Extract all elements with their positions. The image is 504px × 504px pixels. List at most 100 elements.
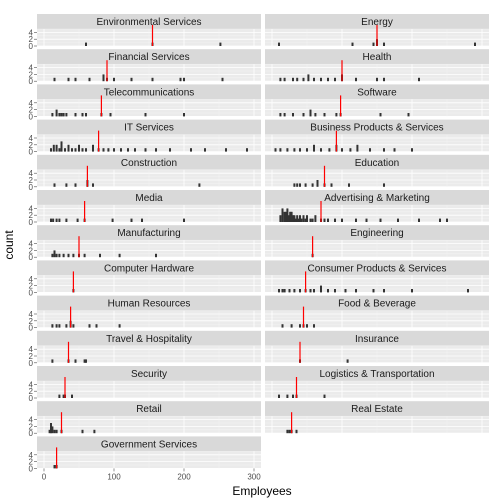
histogram-bar [278,289,280,293]
histogram-bar [198,183,201,187]
histogram-bar [288,289,291,293]
histogram-bar [65,113,68,117]
histogram-bar [274,148,277,152]
histogram-bar [67,77,70,82]
facet-strip [265,49,489,65]
histogram-bar [306,148,308,152]
histogram-bar [418,77,420,82]
y-tick-label: 2 [29,458,34,467]
histogram-bar [300,218,303,222]
histogram-bar [365,218,368,222]
facet-strip [265,330,489,346]
facet-panel: Financial Services 024 [29,49,261,86]
y-tick-label: 4 [29,380,34,389]
histogram-bar [313,289,315,293]
histogram-bar [446,218,448,222]
histogram-bar [283,211,286,222]
histogram-bar [93,429,96,434]
histogram-bar [467,289,469,293]
histogram-bar [51,359,54,363]
histogram-bar [58,324,61,328]
facet-label: Telecommunications [104,87,195,98]
histogram-bar [58,253,61,258]
histogram-bar [299,324,301,328]
histogram-bar [52,218,55,222]
facet-label: Retail [136,404,162,415]
histogram-bar [292,394,294,398]
histogram-bar [320,77,322,82]
facet-label: Health [363,52,392,63]
histogram-bar [99,253,101,258]
histogram-bar [53,250,56,258]
histogram-bar [307,74,310,82]
histogram-bar [120,148,122,152]
histogram-bar [65,218,68,222]
facet-strip [265,401,489,417]
facet-label: Financial Services [108,52,189,63]
histogram-bar [290,211,293,222]
histogram-bar [53,183,56,187]
histogram-bar [323,218,326,222]
histogram-bar [411,148,413,152]
facet-strip [265,84,489,100]
facet-panel: Retail 024 [29,401,261,438]
histogram-bar [316,180,319,187]
histogram-bar [313,144,315,152]
facet-strip [37,49,261,65]
y-tick-label: 0 [29,464,34,473]
histogram-bar [204,148,206,152]
histogram-bar [283,289,286,293]
facet-strip [37,119,261,135]
facet-panel: Energy [265,14,489,47]
histogram-bar [320,285,322,293]
histogram-bar [85,42,87,46]
x-tick-label: 0 [42,472,47,481]
histogram-bar [81,113,84,117]
histogram-bar [290,324,293,328]
facet-label: Logistics & Transportation [319,369,434,380]
facet-panel: Construction 024 [29,154,261,192]
histogram-bar [281,289,284,293]
facet-panel: Media 024 [29,190,261,227]
facet-panel: Computer Hardware 024 [29,260,261,297]
histogram-bar [314,113,317,117]
y-tick-label: 0 [29,429,34,438]
histogram-bar [299,183,301,187]
y-tick-label: 4 [29,169,34,178]
histogram-bar [51,253,54,258]
histogram-bar [92,183,94,187]
histogram-bar [372,289,375,293]
histogram-bar [183,218,185,222]
facet-strip [37,225,261,241]
facet-strip [265,225,489,241]
histogram-bar [74,113,77,117]
facet-panel: Security 024 [29,366,261,403]
histogram-bar [309,109,312,117]
histogram-bar [330,183,333,187]
histogram-bar [302,113,305,117]
histogram-bar [383,289,385,293]
facet-strip [37,436,261,452]
histogram-bar [55,253,58,258]
facet-strip [37,154,261,170]
histogram-bar [379,113,382,117]
y-tick-label: 0 [29,183,34,192]
histogram-bar [299,289,301,293]
histogram-bar [293,215,296,222]
histogram-bar [383,77,385,82]
y-tick-label: 2 [29,70,34,79]
histogram-bar [58,148,61,152]
histogram-bar [85,148,87,152]
x-axis: 0 100 200 300 [42,468,261,481]
histogram-bar [287,215,290,222]
histogram-bar [411,289,413,293]
facet-strip [37,14,261,29]
facet-label: Media [135,193,163,204]
x-tick-label: 300 [247,472,261,481]
histogram-bar [88,324,91,328]
histogram-bar [55,324,58,328]
facet-panel: Education [265,154,489,188]
histogram-bar [55,429,58,434]
y-tick-label: 2 [29,317,34,326]
histogram-bar [293,183,296,187]
